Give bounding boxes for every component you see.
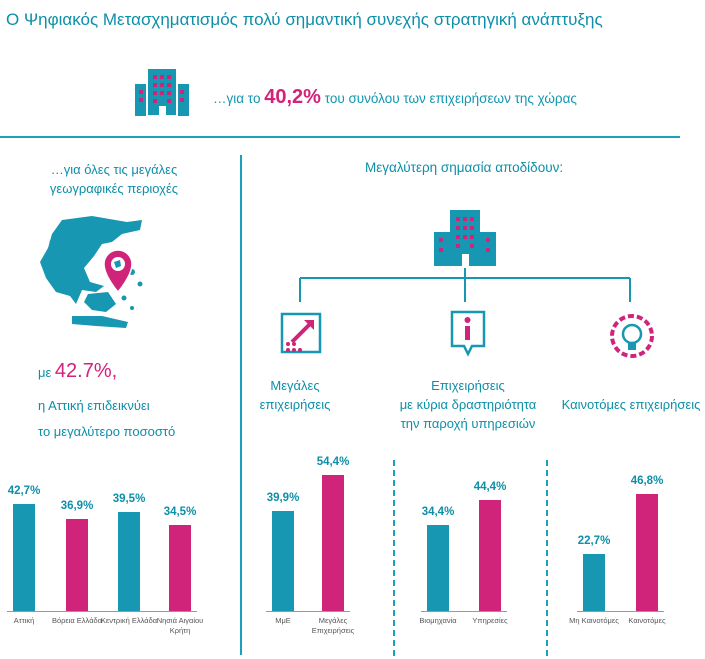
greece-map-icon: [40, 216, 143, 328]
lightbulb-gear-icon: [610, 314, 654, 358]
chart-1-category-label-4: Νησιά Αιγαίου Κρήτη: [156, 616, 204, 635]
chart-2-category-label-2: Μεγάλες Επιχειρήσεις: [311, 616, 355, 635]
chart-1-category-label-3: Κεντρική Ελλάδα: [100, 616, 158, 625]
page-title: Ο Ψηφιακός Μετασχηματισμός πολύ σημαντικ…: [6, 10, 603, 29]
right-item-2-line-1: Επιχειρήσεις: [431, 378, 505, 393]
chart-2-bar-2: [322, 475, 344, 611]
info-icon: [450, 310, 486, 357]
chart-1-value-label-2: 36,9%: [60, 499, 94, 512]
right-item-3-label: Καινοτόμες επιχειρήσεις: [561, 397, 701, 412]
chart-1-bar-2: [66, 518, 88, 611]
right-item-2-line-3: την παροχή υπηρεσιών: [400, 416, 536, 431]
chart-3-category-label-1: Βιομηχανία: [419, 616, 457, 625]
left-stat-pre: με: [38, 365, 55, 380]
right-item-2-line-2: με κύρια δραστηριότητα: [399, 397, 537, 412]
chart-4-bar-2: [636, 494, 658, 611]
chart-1-bar-3: [118, 512, 140, 611]
chart-1-value-label-4: 34,5%: [163, 505, 197, 518]
hero-statement: …για το 40,2% του συνόλου των επιχειρήσε…: [213, 86, 577, 109]
chart-4-category-label-1: Μη Καινοτόμες: [569, 616, 619, 625]
chart-separator-1: [393, 460, 395, 656]
left-stat-line-1: η Αττική επιδεικνύει: [38, 398, 150, 413]
chart-3-bar-1: [427, 525, 449, 611]
chart-3-value-label-2: 44,4%: [473, 481, 507, 493]
right-item-2-label: Επιχειρήσεις με κύρια δραστηριότητα την …: [378, 376, 558, 433]
hero-value: 40,2%: [264, 86, 321, 108]
left-stat-line-2: το μεγαλύτερο ποσοστό: [38, 424, 176, 439]
chart-2-baseline: [266, 611, 350, 612]
connector-lines: [299, 268, 631, 302]
left-heading-line-1: …για όλες τις μεγάλες: [50, 162, 178, 177]
horizontal-divider: [0, 136, 680, 138]
left-heading: …για όλες τις μεγάλες γεωγραφικές περιοχ…: [0, 160, 228, 198]
vertical-divider: [240, 155, 242, 655]
chart-1-category-label-1: Αττική: [13, 616, 35, 625]
chart-1-value-label-3: 39,5%: [112, 493, 146, 506]
hero-post: του συνόλου των επιχειρήσεων της χώρας: [320, 91, 577, 106]
left-stat: με 42.7%,: [38, 360, 117, 383]
chart-3-category-label-2: Υπηρεσίες: [472, 616, 508, 625]
right-item-1-label: Μεγάλες επιχειρήσεις: [250, 376, 340, 414]
chart-3-bar-2: [479, 500, 501, 611]
left-heading-line-2: γεωγραφικές περιοχές: [49, 181, 179, 196]
right-item-1-line-1: Μεγάλες: [270, 378, 320, 393]
chart-2-value-label-1: 39,9%: [266, 492, 300, 505]
left-stat-value: 42.7%,: [54, 360, 118, 382]
chart-1-value-label-1: 42,7%: [7, 485, 41, 498]
chart-1-bar-4: [169, 524, 191, 611]
building-icon-small: [434, 210, 496, 266]
hero-pre: …για το: [213, 91, 265, 106]
chart-4-value-label-2: 46,8%: [630, 475, 664, 487]
right-heading: Μεγαλύτερη σημασία αποδίδουν:: [365, 160, 564, 175]
chart-2-bar-1: [272, 511, 294, 611]
chart-separator-2: [546, 460, 548, 656]
chart-4-bar-1: [583, 554, 605, 611]
chart-4-category-label-2: Καινοτόμες: [628, 616, 666, 625]
chart-2-value-label-2: 54,4%: [316, 456, 350, 468]
building-icon: [135, 67, 189, 117]
chart-2-category-label-1: ΜμΕ: [275, 616, 291, 625]
chart-1-category-label-2: Βόρεια Ελλάδα: [51, 616, 103, 625]
chart-4-baseline: [577, 611, 664, 612]
chart-4-value-label-1: 22,7%: [577, 535, 611, 548]
chart-1-bar-1: [13, 504, 35, 611]
right-item-1-line-2: επιχειρήσεις: [259, 397, 331, 412]
chart-3-baseline: [421, 611, 507, 612]
chart-1-baseline: [7, 611, 197, 612]
growth-arrow-icon: [280, 312, 322, 354]
chart-3-value-label-1: 34,4%: [421, 506, 455, 518]
